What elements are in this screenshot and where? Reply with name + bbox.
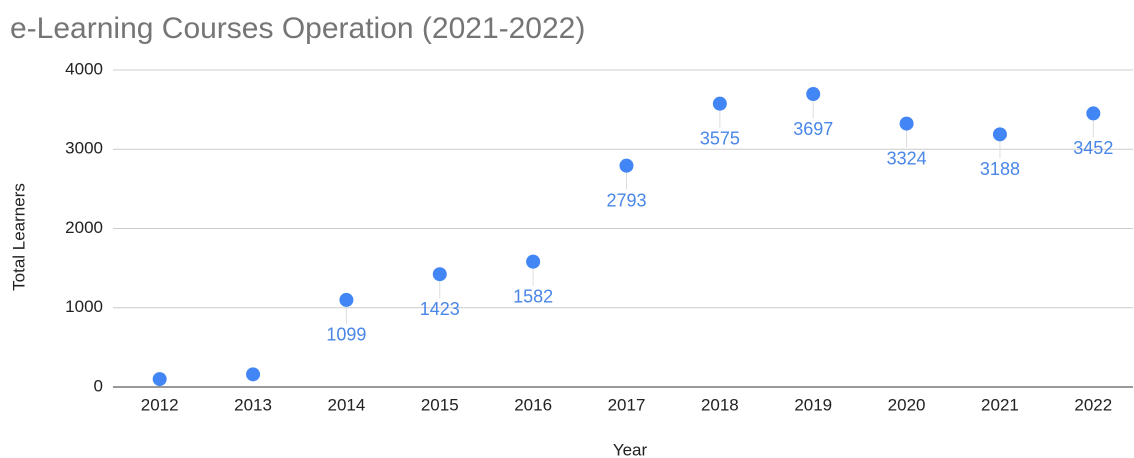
point bbox=[526, 254, 541, 269]
data-label: 1099 bbox=[326, 325, 366, 345]
data-label: 3324 bbox=[887, 148, 927, 168]
x-tick-label: 2016 bbox=[514, 395, 552, 414]
point bbox=[152, 372, 167, 387]
y-tick-label: 2000 bbox=[65, 218, 103, 237]
x-tick-label: 2012 bbox=[141, 395, 179, 414]
x-axis-label: Year bbox=[613, 440, 648, 458]
data-label: 2793 bbox=[606, 190, 646, 210]
point bbox=[806, 87, 821, 102]
data-label: 3575 bbox=[700, 128, 740, 148]
point bbox=[1086, 106, 1101, 121]
x-tick-label: 2017 bbox=[608, 395, 646, 414]
data-label: 1423 bbox=[420, 299, 460, 319]
point bbox=[712, 96, 727, 111]
data-label: 3697 bbox=[793, 119, 833, 139]
point bbox=[619, 158, 634, 173]
x-tick-label: 2014 bbox=[327, 395, 365, 414]
y-tick-label: 0 bbox=[94, 376, 103, 395]
point bbox=[339, 292, 354, 307]
data-label: 1582 bbox=[513, 286, 553, 306]
x-tick-label: 2015 bbox=[421, 395, 459, 414]
x-tick-label: 2018 bbox=[701, 395, 739, 414]
data-label: 3452 bbox=[1073, 138, 1113, 158]
x-tick-label: 2020 bbox=[888, 395, 926, 414]
point bbox=[246, 367, 261, 382]
y-tick-label: 3000 bbox=[65, 139, 103, 158]
point bbox=[899, 116, 914, 131]
y-tick-label: 1000 bbox=[65, 297, 103, 316]
x-tick-label: 2021 bbox=[981, 395, 1019, 414]
point bbox=[992, 127, 1007, 142]
chart-title: e-Learning Courses Operation (2021-2022) bbox=[10, 12, 585, 45]
x-tick-label: 2013 bbox=[234, 395, 272, 414]
point bbox=[432, 267, 447, 282]
data-label: 3188 bbox=[980, 159, 1020, 179]
x-tick-label: 2022 bbox=[1074, 395, 1112, 414]
y-axis-label: Total Learners bbox=[9, 183, 28, 291]
x-tick-label: 2019 bbox=[794, 395, 832, 414]
y-tick-label: 4000 bbox=[65, 59, 103, 78]
